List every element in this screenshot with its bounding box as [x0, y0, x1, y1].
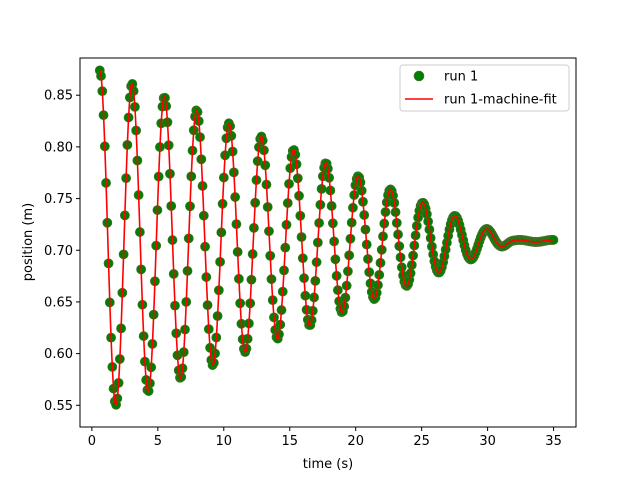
- y-tick-label: 0.65: [44, 295, 73, 310]
- x-tick-label: 30: [479, 434, 496, 449]
- plot-frame: [79, 57, 577, 428]
- x-tick-label: 10: [216, 434, 233, 449]
- y-tick-label: 0.55: [44, 399, 73, 414]
- legend-label-fit: run 1-machine-fit: [444, 93, 557, 108]
- x-axis-label: time (s): [303, 457, 353, 472]
- x-tick-label: 15: [281, 434, 298, 449]
- legend-frame: [399, 64, 570, 112]
- x-tick-label: 35: [545, 434, 562, 449]
- y-tick-label: 0.60: [44, 347, 73, 362]
- y-axis: 0.55 0.60 0.65 0.70 0.75 0.80 0.85: [44, 89, 80, 414]
- x-tick-label: 20: [347, 434, 364, 449]
- legend-label-run-1: run 1: [444, 70, 478, 85]
- fit-series: [99, 69, 554, 406]
- x-axis: 0 5 10 15 20 25 30 35: [88, 427, 562, 449]
- legend: run 1 run 1-machine-fit: [399, 64, 570, 112]
- y-axis-label: position (m): [21, 203, 36, 281]
- x-tick-label: 5: [154, 434, 162, 449]
- fit-line: [99, 69, 554, 406]
- x-tick-label: 25: [413, 434, 430, 449]
- y-tick-label: 0.80: [44, 140, 73, 155]
- x-tick-label: 0: [88, 434, 96, 449]
- legend-marker-run-1: [413, 70, 425, 82]
- y-tick-label: 0.70: [44, 244, 73, 259]
- y-tick-label: 0.75: [44, 192, 73, 207]
- y-tick-label: 0.85: [44, 89, 73, 104]
